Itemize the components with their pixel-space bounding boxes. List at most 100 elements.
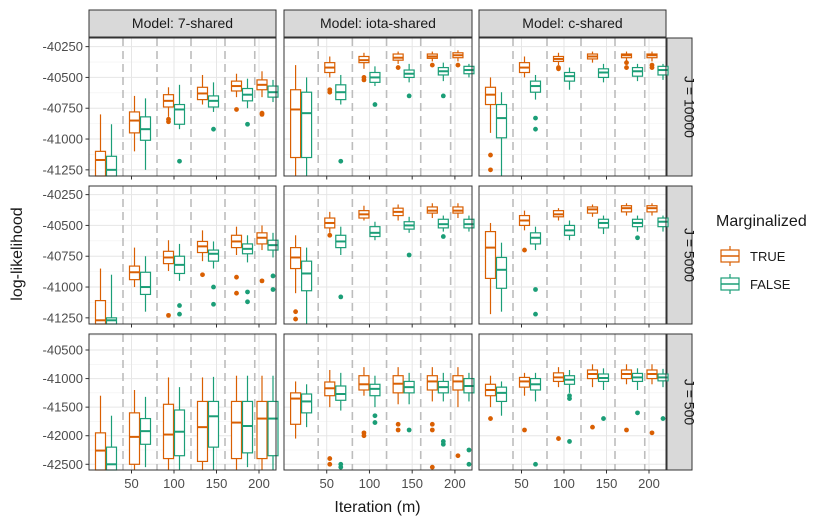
- panel-background: [479, 186, 666, 324]
- box-false: [597, 63, 610, 83]
- box-false: [173, 84, 186, 164]
- outlier-point: [361, 433, 367, 439]
- outlier-point: [567, 396, 572, 401]
- box-true: [196, 377, 209, 470]
- box-false: [300, 77, 313, 176]
- box-true: [324, 211, 336, 238]
- outlier-point: [270, 273, 276, 279]
- box-iqr: [484, 230, 497, 280]
- box-iqr: [139, 271, 152, 296]
- legend-label: TRUE: [750, 249, 786, 264]
- outlier-point: [660, 416, 666, 421]
- box-true: [620, 203, 633, 216]
- panel-500-c: [478, 333, 669, 474]
- outlier-point: [293, 309, 298, 315]
- box-true: [162, 240, 175, 318]
- panel-border: [283, 185, 473, 325]
- x-axis-title: Iteration (m): [334, 499, 420, 516]
- panel-border: [478, 185, 667, 325]
- box-true: [256, 225, 268, 284]
- box-true: [646, 51, 658, 70]
- box-false: [403, 63, 415, 99]
- box-true: [586, 51, 599, 63]
- box-true: [452, 367, 464, 459]
- box-false: [529, 226, 542, 317]
- box-false: [631, 368, 644, 416]
- box-false: [241, 235, 254, 305]
- outlier-point: [488, 167, 493, 173]
- box-true: [162, 377, 175, 470]
- legend-entry-false: FALSE: [720, 274, 791, 294]
- outlier-point: [635, 235, 640, 241]
- box-false: [267, 375, 279, 470]
- box-iqr: [173, 103, 186, 125]
- facet-row-strip-10000: [666, 37, 693, 177]
- y-tick-label: -41000: [43, 371, 83, 386]
- y-tick-label: -40250: [43, 39, 83, 54]
- outlier-point: [270, 287, 276, 292]
- x-tick-label: 100: [553, 476, 575, 491]
- box-true: [230, 226, 243, 296]
- outlier-point: [211, 284, 216, 290]
- outlier-point: [624, 427, 629, 433]
- box-true: [484, 375, 497, 421]
- x-tick-label: 50: [319, 476, 333, 491]
- outlier-point: [601, 416, 606, 421]
- box-false: [437, 62, 449, 99]
- outlier-point: [429, 62, 435, 68]
- box-true: [289, 235, 302, 322]
- outlier-point: [429, 464, 435, 470]
- x-tick-label: 150: [206, 476, 228, 491]
- box-false: [597, 215, 610, 235]
- box-false: [495, 242, 508, 312]
- box-true: [452, 203, 464, 219]
- box-iqr: [300, 91, 313, 159]
- y-tick-label: -40500: [43, 343, 83, 358]
- outlier-point: [406, 93, 412, 99]
- box-false: [403, 372, 415, 433]
- outlier-point: [395, 65, 401, 70]
- panel-border: [88, 333, 277, 471]
- panel-5000-7: -40250 -40500 -40750 -41000 -41250: [43, 185, 279, 328]
- y-tick-label: -40750: [43, 249, 83, 264]
- outlier-point: [624, 60, 629, 66]
- box-false: [335, 372, 347, 470]
- outlier-point: [211, 301, 216, 307]
- box-false: [563, 67, 576, 90]
- outlier-point: [338, 294, 344, 300]
- panel-border: [88, 185, 277, 325]
- box-true: [128, 95, 141, 152]
- outlier-point: [245, 289, 250, 295]
- legend-label: FALSE: [750, 277, 791, 292]
- panel-background: [479, 334, 666, 470]
- box-iqr: [256, 400, 268, 460]
- box-false: [529, 74, 542, 132]
- panel-background: [284, 186, 472, 324]
- box-true: [426, 367, 438, 470]
- facet-strip-7: [88, 9, 277, 38]
- outlier-point: [649, 65, 655, 70]
- legend-entry-true: TRUE: [720, 246, 786, 266]
- facet-row-strip-500: [666, 333, 693, 471]
- outlier-point: [624, 65, 629, 70]
- outlier-point: [522, 427, 527, 433]
- facet-strip-label-c: Model: c-shared: [522, 15, 622, 31]
- box-true: [586, 204, 599, 217]
- panel-background: [284, 334, 472, 470]
- box-true: [552, 52, 565, 72]
- outlier-point: [338, 464, 344, 470]
- box-iqr: [452, 375, 464, 391]
- outlier-point: [372, 102, 378, 107]
- box-false: [207, 376, 220, 470]
- panel-background: [89, 186, 276, 324]
- box-iqr: [495, 386, 508, 403]
- outlier-point: [177, 303, 182, 308]
- box-false: [335, 226, 347, 300]
- outlier-point: [166, 312, 171, 318]
- box-false: [495, 92, 508, 176]
- outlier-point: [177, 311, 182, 317]
- box-true: [392, 51, 404, 70]
- outlier-point: [245, 121, 250, 127]
- box-false: [563, 370, 576, 444]
